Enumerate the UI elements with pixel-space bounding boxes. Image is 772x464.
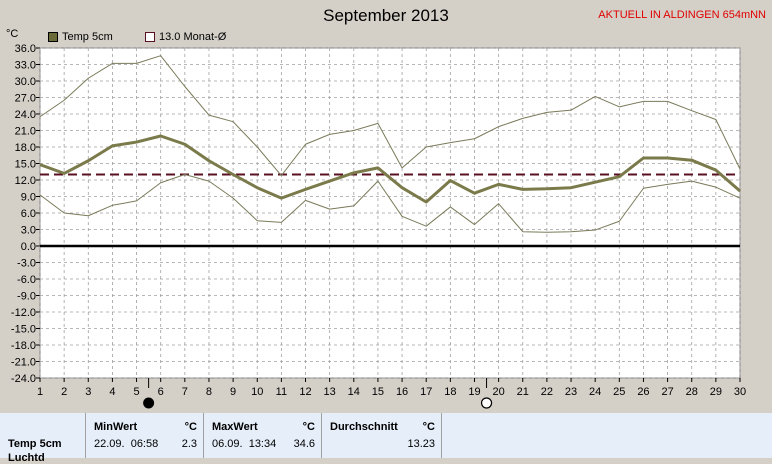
y-tick-label: -12.0 — [11, 307, 36, 319]
x-tick-label: 27 — [661, 386, 673, 398]
y-tick-label: -6.0 — [17, 274, 36, 286]
y-tick-label: 12.0 — [15, 175, 36, 187]
stats-row-label: Temp 5cm — [8, 438, 62, 450]
x-tick-label: 9 — [230, 386, 236, 398]
stats-panel: Temp 5cm Luchtd MinWert °C 22.09. 06:58 … — [0, 413, 772, 464]
x-tick-label: 26 — [637, 386, 649, 398]
y-tick-label: 24.0 — [15, 109, 36, 121]
x-tick-label: 17 — [420, 386, 432, 398]
stats-min-value: 2.3 — [181, 438, 197, 450]
stats-min-datetime: 22.09. 06:58 — [94, 438, 159, 450]
x-tick-label: 10 — [251, 386, 263, 398]
y-tick-label: 9.0 — [21, 192, 36, 204]
legend-temp-label: Temp 5cm — [62, 31, 113, 43]
x-tick-label: 30 — [734, 386, 746, 398]
x-tick-label: 16 — [396, 386, 408, 398]
y-tick-label: -3.0 — [17, 258, 36, 270]
temp-series-line — [39, 134, 741, 204]
stats-row-label-cut: Luchtd — [8, 452, 45, 464]
y-tick-label: 36.0 — [15, 43, 36, 55]
y-tick-label: 33.0 — [15, 60, 36, 72]
min-envelope-line — [39, 174, 741, 233]
y-tick-label: -24.0 — [11, 373, 36, 385]
y-tick-label: -9.0 — [17, 291, 36, 303]
chart-title: September 2013 — [323, 6, 449, 25]
full-moon-icon — [480, 397, 493, 409]
x-tick-label: 2 — [61, 386, 67, 398]
x-tick-label: 1 — [37, 386, 43, 398]
y-tick-label: -18.0 — [11, 340, 36, 352]
stats-min-cell: MinWert °C 22.09. 06:58 2.3 — [86, 413, 204, 458]
legend-average-label: 13.0 Monat-Ø — [159, 31, 227, 43]
y-tick-label: 27.0 — [15, 93, 36, 105]
x-tick-label: 12 — [299, 386, 311, 398]
stats-avg-value: 13.23 — [407, 438, 435, 450]
stats-avg-header: Durchschnitt — [330, 421, 398, 433]
x-tick-label: 23 — [565, 386, 577, 398]
legend-average-swatch — [145, 32, 155, 42]
y-tick-label: 15.0 — [15, 159, 36, 171]
stats-max-value: 34.6 — [293, 438, 315, 450]
stats-max-cell: MaxWert °C 06.09. 13:34 34.6 — [204, 413, 322, 458]
x-tick-label: 11 — [276, 386, 287, 398]
x-tick-label: 21 — [517, 386, 529, 398]
y-tick-label: 3.0 — [21, 225, 36, 237]
x-tick-label: 15 — [372, 386, 384, 398]
y-tick-label: -21.0 — [11, 357, 36, 369]
y-axis-unit: °C — [6, 28, 19, 40]
x-tick-label: 14 — [348, 386, 360, 398]
x-tick-label: 25 — [613, 386, 625, 398]
max-envelope-line — [39, 55, 741, 177]
x-tick-label: 29 — [710, 386, 722, 398]
x-tick-label: 7 — [182, 386, 188, 398]
x-tick-label: 6 — [158, 386, 164, 398]
x-tick-label: 28 — [686, 386, 698, 398]
x-tick-label: 5 — [133, 386, 139, 398]
x-tick-label: 13 — [324, 386, 336, 398]
x-tick-label: 8 — [206, 386, 212, 398]
stats-max-header: MaxWert — [212, 421, 258, 433]
stats-avg-unit: °C — [422, 421, 435, 433]
legend-temp: Temp 5cm — [48, 31, 113, 43]
new-moon-icon — [143, 397, 155, 409]
y-tick-label: 6.0 — [21, 208, 36, 220]
legend-average: 13.0 Monat-Ø — [145, 31, 226, 43]
y-tick-label: 21.0 — [15, 126, 36, 138]
stats-min-unit: °C — [184, 421, 197, 433]
legend-temp-swatch — [48, 32, 58, 42]
x-tick-label: 22 — [541, 386, 553, 398]
x-tick-label: 18 — [444, 386, 456, 398]
plot-area: 36.033.030.027.024.021.018.015.012.09.06… — [11, 43, 746, 409]
stats-max-unit: °C — [302, 421, 315, 433]
stats-max-datetime: 06.09. 13:34 — [212, 438, 277, 450]
stats-min-header: MinWert — [94, 421, 138, 433]
y-tick-label: 18.0 — [15, 142, 36, 154]
location-badge: AKTUELL IN ALDINGEN 654mNN — [598, 9, 766, 21]
stats-row-label-cell: Temp 5cm Luchtd — [0, 413, 86, 464]
x-tick-label: 24 — [589, 386, 601, 398]
x-tick-label: 19 — [468, 386, 480, 398]
stats-empty-cell — [442, 413, 772, 458]
x-tick-label: 4 — [109, 386, 115, 398]
x-tick-label: 20 — [492, 386, 504, 398]
y-tick-label: 0.0 — [21, 241, 36, 253]
y-tick-label: 30.0 — [15, 76, 36, 88]
stats-avg-cell: Durchschnitt °C 13.23 — [322, 413, 442, 458]
y-tick-label: -15.0 — [11, 324, 36, 336]
x-tick-label: 3 — [85, 386, 91, 398]
